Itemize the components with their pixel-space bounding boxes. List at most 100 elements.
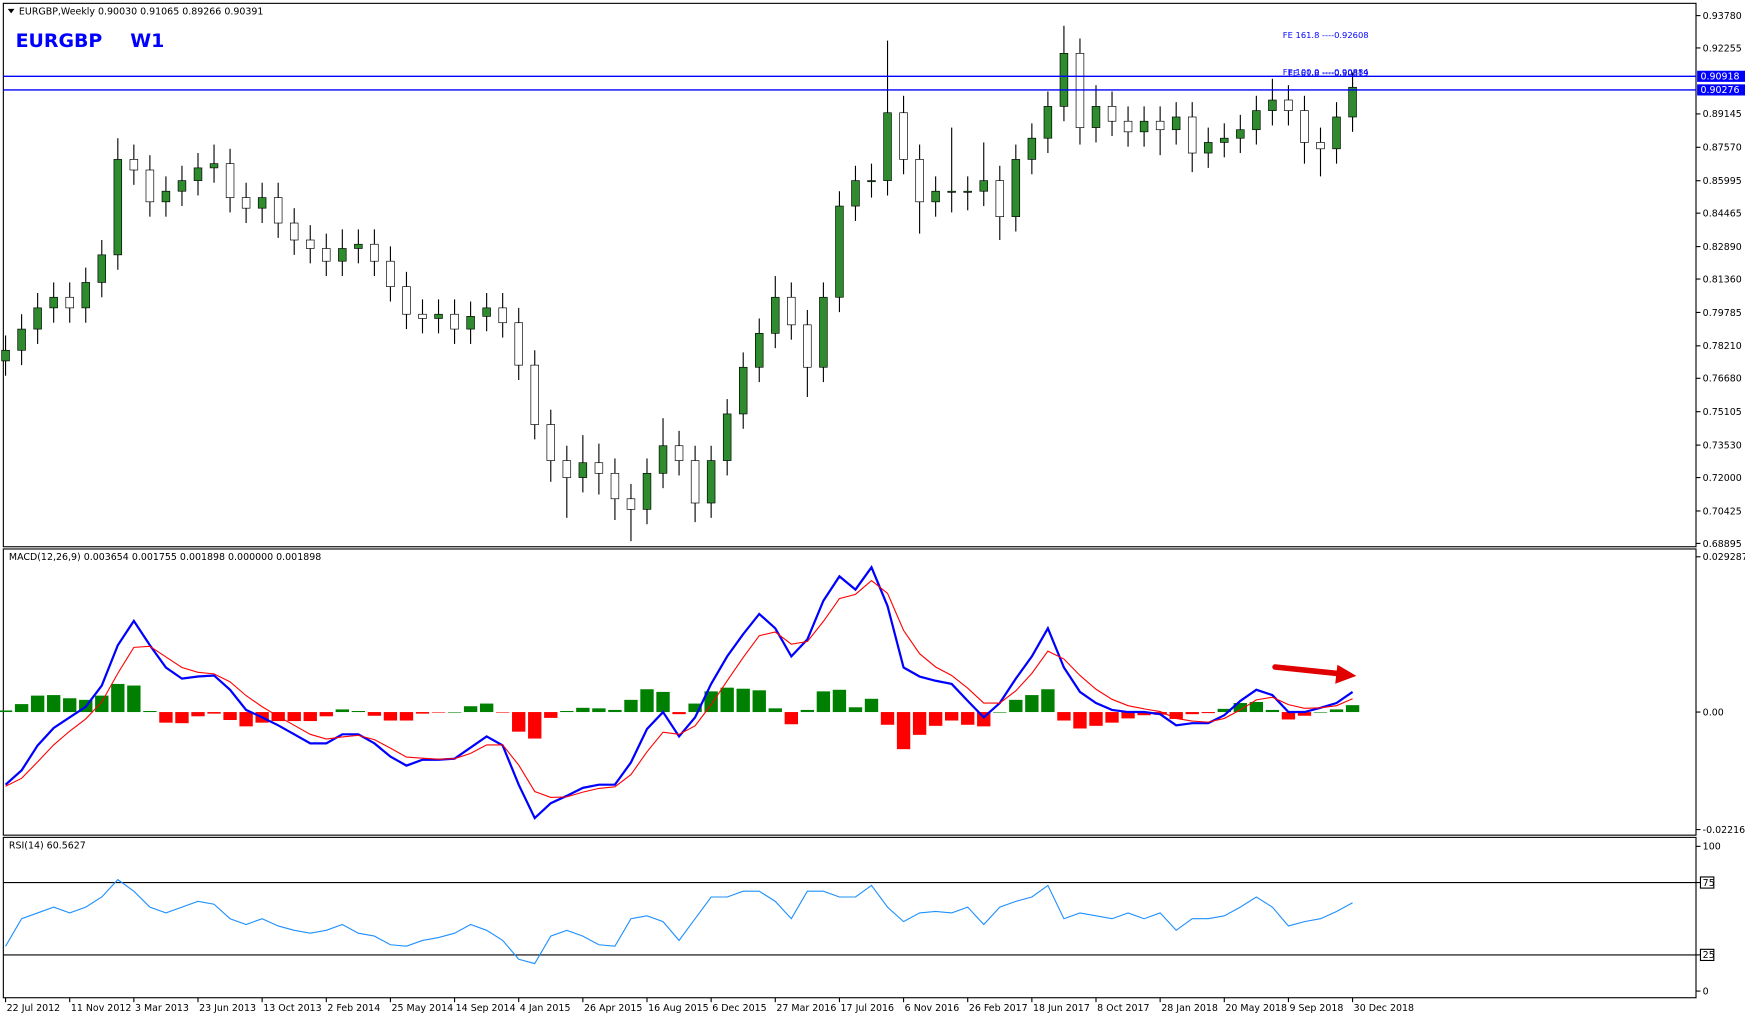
histogram-bar	[864, 698, 879, 713]
candle-body	[145, 169, 155, 203]
x-tick-label: 13 Oct 2013	[263, 1003, 321, 1014]
fibo-label: FE 61.8 ----0.90819	[1288, 68, 1369, 78]
candle-body	[386, 260, 395, 288]
candle-body	[370, 243, 379, 262]
x-tick-label: 26 Feb 2017	[969, 1003, 1028, 1014]
candle-body	[931, 190, 940, 203]
candle-body	[658, 445, 668, 474]
candle-body	[450, 313, 459, 330]
fibo-label: FE 100.0 ----0.90884	[1283, 67, 1369, 77]
histogram-bar	[912, 712, 927, 735]
histogram-bar	[127, 685, 141, 713]
candle-body	[65, 296, 74, 309]
histogram-bar	[63, 698, 77, 713]
histogram-bar	[816, 691, 831, 713]
symbol-label: EURGBP	[16, 30, 103, 52]
level-label-box	[1699, 948, 1715, 962]
histogram-bar	[896, 712, 911, 750]
histogram-bar	[1057, 712, 1071, 721]
candle-body	[1348, 86, 1357, 118]
candle-body	[498, 307, 507, 324]
y-tick-label: 0.73530	[1703, 440, 1742, 451]
fibo-label: FE 161.8 ----0.92608	[1283, 30, 1369, 40]
candle-body	[161, 190, 171, 203]
candle-body	[1268, 99, 1277, 111]
price-panel	[2, 2, 1697, 548]
candle-body	[1, 349, 10, 362]
candle-body	[17, 328, 26, 351]
histogram-bar	[1329, 709, 1344, 713]
x-tick-label: 20 May 2018	[1225, 1003, 1287, 1014]
candle-body	[322, 248, 331, 262]
x-tick-label: 17 Jul 2016	[841, 1003, 895, 1014]
candle-body	[1091, 106, 1101, 128]
histogram-bar	[335, 709, 349, 713]
candle-body	[835, 205, 844, 298]
y-tick-label: 0.92255	[1703, 43, 1742, 54]
histogram-bar	[383, 712, 398, 721]
y-tick-label: 0.68895	[1703, 539, 1742, 550]
y-tick-label: 0.75105	[1703, 407, 1742, 418]
price-label-box	[1697, 84, 1745, 96]
histogram-bar	[351, 710, 366, 713]
candle-body	[81, 282, 90, 309]
y-tick-label: -0.022165	[1703, 825, 1745, 836]
histogram-bar	[46, 695, 61, 713]
histogram-bar	[447, 712, 462, 713]
histogram-bar	[560, 710, 574, 713]
histogram-bar	[544, 712, 558, 718]
histogram-bar	[832, 689, 847, 713]
x-tick-label: 23 Jun 2013	[199, 1003, 256, 1014]
candle-body	[1027, 137, 1037, 160]
histogram-bar	[191, 712, 205, 717]
y-tick-label: 0.76680	[1703, 374, 1742, 385]
histogram-bar	[768, 708, 782, 713]
candle-body	[1059, 53, 1069, 107]
signal-line	[5, 579, 1353, 798]
histogram-bar	[608, 709, 622, 713]
histogram-bar	[431, 712, 446, 713]
candle-body	[1236, 129, 1245, 139]
panel-title: EURGBP,Weekly 0.90030 0.91065 0.89266 0.…	[19, 6, 263, 17]
histogram-bar	[961, 712, 975, 725]
histogram-bar	[463, 706, 478, 713]
candle-body	[947, 190, 956, 193]
histogram-bar	[319, 712, 333, 717]
x-tick-label: 4 Jan 2015	[520, 1003, 571, 1014]
histogram-bar	[880, 712, 895, 725]
candle-body	[963, 190, 972, 193]
x-tick-label: 6 Dec 2015	[712, 1003, 766, 1014]
histogram-bar	[287, 712, 301, 722]
y-tick-label: 0.85995	[1703, 176, 1742, 187]
candle-body	[1300, 110, 1309, 143]
histogram-bar	[399, 712, 414, 721]
y-tick-label: 0.84465	[1703, 209, 1742, 220]
candle-body	[771, 296, 780, 334]
histogram-bar	[752, 690, 766, 713]
x-tick-label: 2 Feb 2014	[327, 1003, 380, 1014]
candle-body	[402, 286, 411, 315]
price-label: 0.90918	[1700, 72, 1739, 83]
histogram-bar	[993, 712, 1007, 713]
candle-body	[209, 163, 219, 169]
candle-body	[434, 313, 443, 319]
candle-body	[273, 197, 283, 224]
histogram-bar	[672, 712, 686, 715]
candle-body	[562, 460, 572, 478]
candle-body	[530, 364, 539, 425]
candle-body	[1284, 99, 1293, 111]
y-tick-label: 100	[1703, 842, 1721, 853]
histogram-bar	[1041, 689, 1055, 713]
x-tick-label: 11 Nov 2012	[71, 1003, 132, 1014]
candle-body	[610, 472, 620, 500]
histogram-bar	[143, 710, 157, 713]
price-label: 0.90276	[1700, 85, 1739, 96]
x-tick-label: 14 Sep 2014	[456, 1003, 516, 1014]
histogram-bar	[720, 687, 734, 713]
candle-body	[851, 180, 860, 207]
candle-body	[257, 197, 267, 209]
candle-body	[1171, 116, 1181, 131]
histogram-bar	[512, 712, 526, 732]
menu-triangle[interactable]	[7, 8, 15, 14]
candle-body	[578, 462, 588, 478]
